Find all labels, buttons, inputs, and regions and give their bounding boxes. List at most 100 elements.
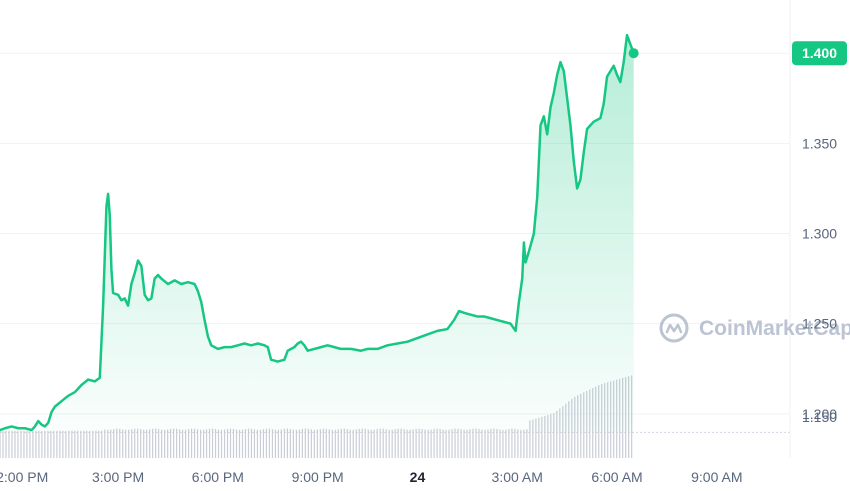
coinmarketcap-logo-icon [659, 313, 689, 343]
volume-bar [310, 429, 312, 458]
price-area-fill [0, 35, 634, 433]
volume-bar [319, 429, 321, 458]
volume-bar [529, 420, 531, 458]
volume-bar [304, 428, 306, 458]
volume-bar [379, 428, 381, 458]
volume-bar [226, 428, 229, 458]
volume-bar [316, 429, 318, 458]
volume-bar [217, 429, 220, 458]
volume-bar [35, 430, 37, 458]
volume-bar [394, 429, 396, 458]
volume-bar [448, 429, 450, 458]
volume-bar [125, 429, 127, 458]
volume-bar [95, 430, 97, 458]
volume-bar [50, 430, 52, 458]
volume-bar [553, 413, 555, 458]
volume-bar [193, 428, 196, 458]
volume-bar [397, 428, 399, 458]
volume-bar [220, 429, 223, 458]
volume-bar [250, 428, 253, 458]
volume-bar [541, 416, 543, 458]
volume-bar [559, 408, 561, 458]
volume-bar [164, 429, 166, 458]
volume-bar [176, 428, 178, 458]
volume-bar [274, 429, 277, 458]
volume-bar [247, 428, 250, 458]
x-tick-label: 24 [410, 469, 426, 485]
volume-bar [298, 429, 300, 458]
volume-bar [214, 429, 217, 458]
volume-bar [256, 429, 259, 458]
volume-bar [241, 429, 244, 458]
y-tick-label: 1.350 [802, 135, 837, 151]
volume-bar [499, 429, 501, 458]
volume-bar [131, 429, 133, 458]
volume-bar [185, 429, 187, 458]
volume-bar [391, 429, 393, 458]
volume-bar [418, 428, 420, 458]
volume-bar [511, 428, 513, 458]
volume-bar [370, 429, 372, 458]
volume-bar [23, 430, 25, 458]
volume-bar [232, 428, 235, 458]
volume-bar [295, 429, 297, 458]
volume-bar [535, 418, 537, 458]
volume-bar [451, 429, 453, 458]
volume-bar [62, 430, 64, 458]
volume-bar [481, 429, 483, 458]
volume-bar [56, 430, 58, 458]
volume-bar [376, 428, 378, 458]
volume-bar [235, 429, 238, 458]
watermark-text: CoinMarketCap [699, 317, 850, 340]
volume-axis-label: 1.150 [802, 409, 837, 425]
volume-bar [104, 429, 106, 458]
x-tick-label: 3:00 AM [492, 469, 543, 485]
volume-bar [65, 430, 67, 458]
volume-bar [244, 428, 247, 458]
y-tick-label: 1.250 [802, 316, 837, 332]
volume-bar [137, 428, 139, 458]
volume-bar [526, 429, 528, 458]
volume-bar [334, 429, 336, 458]
y-tick-label: 1.200 [802, 406, 837, 422]
volume-bar [143, 429, 145, 458]
volume-bar [32, 430, 34, 458]
volume-bar [170, 428, 172, 458]
volume-bar [98, 430, 100, 458]
volume-bar [385, 429, 387, 458]
volume-bar [469, 429, 471, 458]
volume-bar [92, 430, 94, 458]
volume-bar [382, 428, 384, 458]
volume-bar [355, 429, 357, 458]
volume-bar [128, 429, 130, 458]
volume-bar [472, 428, 474, 458]
volume-bar [68, 430, 70, 458]
volume-bar [113, 429, 115, 458]
volume-bar [0, 430, 1, 458]
volume-bar [26, 430, 28, 458]
volume-bar [205, 429, 208, 458]
volume-bar [454, 428, 456, 458]
volume-bar [478, 429, 480, 458]
volume-bar [460, 429, 462, 458]
volume-bar [556, 410, 558, 458]
volume-bar [89, 430, 91, 458]
volume-bar [134, 428, 136, 458]
volume-bar [493, 428, 495, 458]
volume-bar [20, 430, 22, 458]
volume-bar [544, 415, 546, 458]
current-price-badge-bg [792, 41, 847, 66]
volume-bar [53, 430, 55, 458]
volume-bar [301, 428, 303, 458]
volume-bar [2, 430, 4, 458]
volume-bar [80, 430, 82, 458]
current-price-badge: 1.400 [792, 41, 847, 66]
volume-bar [388, 429, 390, 458]
volume-bar [119, 428, 121, 458]
volume-bar [361, 428, 363, 458]
volume-bar [430, 429, 432, 458]
volume-bar [538, 417, 540, 458]
volume-bar [313, 429, 315, 458]
volume-bar [550, 414, 552, 458]
current-price-dot [628, 48, 639, 59]
